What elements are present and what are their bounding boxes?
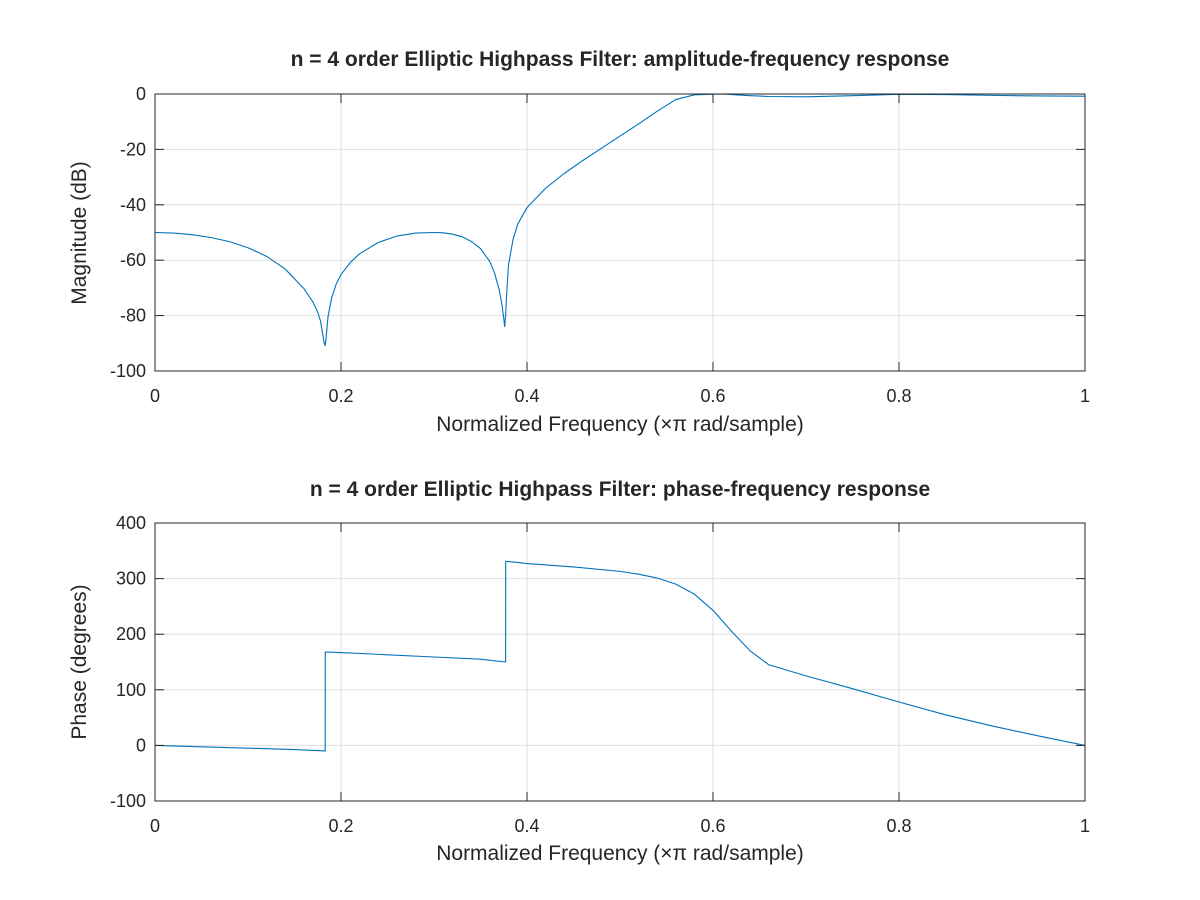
phase-x-tick-label: 1 — [1080, 816, 1090, 836]
phase-x-tick-label: 0.2 — [328, 816, 353, 836]
phase-subplot: n = 4 order Elliptic Highpass Filter: ph… — [68, 478, 1090, 865]
phase-x-tick-label: 0 — [150, 816, 160, 836]
phase-y-tick-label: 200 — [116, 624, 146, 644]
magnitude-xlabel: Normalized Frequency (×π rad/sample) — [436, 413, 804, 436]
phase-axes-frame — [154, 522, 1086, 802]
phase-x-tick-label: 0.6 — [700, 816, 725, 836]
phase-x-tick-label: 0.8 — [886, 816, 911, 836]
magnitude-series-line — [154, 93, 1086, 347]
magnitude-y-tick-label: -100 — [110, 361, 146, 381]
phase-series-line — [154, 560, 1086, 752]
magnitude-y-tick-label: -40 — [120, 195, 146, 215]
phase-y-tick-label: 300 — [116, 569, 146, 589]
magnitude-title: n = 4 order Elliptic Highpass Filter: am… — [291, 48, 950, 71]
phase-x-tick-label: 0.4 — [514, 816, 539, 836]
phase-ylabel: Phase (degrees) — [68, 584, 91, 739]
magnitude-y-tick-label: -80 — [120, 306, 146, 326]
phase-y-tick-label: 100 — [116, 680, 146, 700]
magnitude-x-tick-label: 1 — [1080, 386, 1090, 406]
phase-y-tick-label: 0 — [136, 735, 146, 755]
magnitude-x-tick-label: 0.2 — [328, 386, 353, 406]
magnitude-x-tick-label: 0.8 — [886, 386, 911, 406]
magnitude-axes-frame — [154, 93, 1086, 372]
magnitude-x-tick-label: 0.6 — [700, 386, 725, 406]
magnitude-x-tick-label: 0.4 — [514, 386, 539, 406]
magnitude-ylabel: Magnitude (dB) — [68, 161, 91, 305]
phase-y-tick-label: 400 — [116, 513, 146, 533]
magnitude-y-tick-label: 0 — [136, 84, 146, 104]
magnitude-y-tick-label: -60 — [120, 250, 146, 270]
magnitude-y-tick-label: -20 — [120, 139, 146, 159]
phase-xlabel: Normalized Frequency (×π rad/sample) — [436, 842, 804, 865]
magnitude-x-tick-label: 0 — [150, 386, 160, 406]
phase-title: n = 4 order Elliptic Highpass Filter: ph… — [310, 478, 930, 501]
phase-y-tick-label: -100 — [110, 791, 146, 811]
magnitude-subplot: n = 4 order Elliptic Highpass Filter: am… — [68, 48, 1090, 436]
